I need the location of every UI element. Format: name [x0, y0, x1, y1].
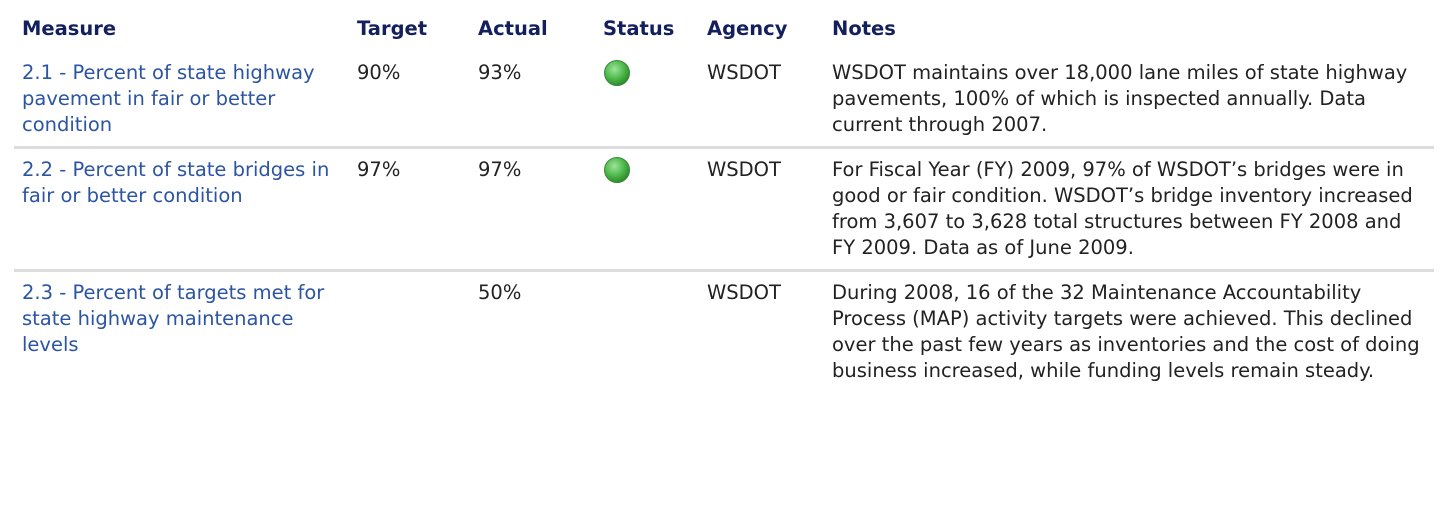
measures-table: Measure Target Actual Status Agency Notes 2.1…	[14, 14, 1434, 392]
column-header: Notes	[832, 17, 896, 40]
actual-cell: 97%	[470, 146, 595, 271]
column-header: Measure	[22, 17, 117, 40]
agency-cell: WSDOT	[699, 269, 824, 392]
status-icon	[604, 157, 630, 183]
column-header: Agency	[707, 17, 788, 40]
target-cell: 90%	[357, 61, 401, 84]
table-body: 2.1 - Percent of state highway pavement …	[14, 52, 1434, 392]
notes-cell: For Fiscal Year (FY) 2009, 97% of WSDOT’…	[824, 146, 1434, 271]
status-cell	[595, 52, 699, 148]
agency-cell: WSDOT	[707, 61, 781, 84]
table-row: 2.3 - Percent of targets met for state h…	[14, 269, 1434, 392]
status-icon	[604, 60, 630, 86]
column-header: Status	[603, 17, 675, 40]
status-cell	[595, 269, 699, 392]
header-row: Measure Target Actual Status Agency Notes	[14, 14, 1434, 52]
table-row: 2.1 - Percent of state highway pavement …	[14, 52, 1434, 148]
actual-cell: 93%	[478, 61, 522, 84]
page: {"table": { "header": ["Measure", "Targe…	[0, 14, 1442, 512]
notes-cell: WSDOT maintains over 18,000 lane miles o…	[832, 61, 1408, 136]
target-cell: 97%	[349, 146, 470, 271]
status-dot	[604, 157, 630, 183]
actual-cell: 50%	[470, 269, 595, 392]
measure-link[interactable]: 2.2 - Percent of state bridges in fair o…	[22, 158, 330, 207]
measure-link[interactable]: 2.3 - Percent of targets met for state h…	[22, 281, 325, 356]
measure-link[interactable]: 2.1 - Percent of state highway pavement …	[22, 61, 315, 136]
measure-cell: 2.1 - Percent of state highway pavement …	[14, 52, 349, 148]
target-cell	[349, 269, 470, 392]
column-header: Actual	[478, 17, 548, 40]
status-cell	[595, 146, 699, 271]
notes-cell: During 2008, 16 of the 32 Maintenance Ac…	[824, 269, 1434, 392]
table-row: 2.2 - Percent of state bridges in fair o…	[14, 146, 1434, 271]
measure-cell: 2.3 - Percent of targets met for state h…	[14, 269, 349, 392]
measure-cell: 2.2 - Percent of state bridges in fair o…	[14, 146, 349, 271]
agency-cell: WSDOT	[699, 146, 824, 271]
status-dot	[604, 60, 630, 86]
column-header: Target	[357, 17, 428, 40]
